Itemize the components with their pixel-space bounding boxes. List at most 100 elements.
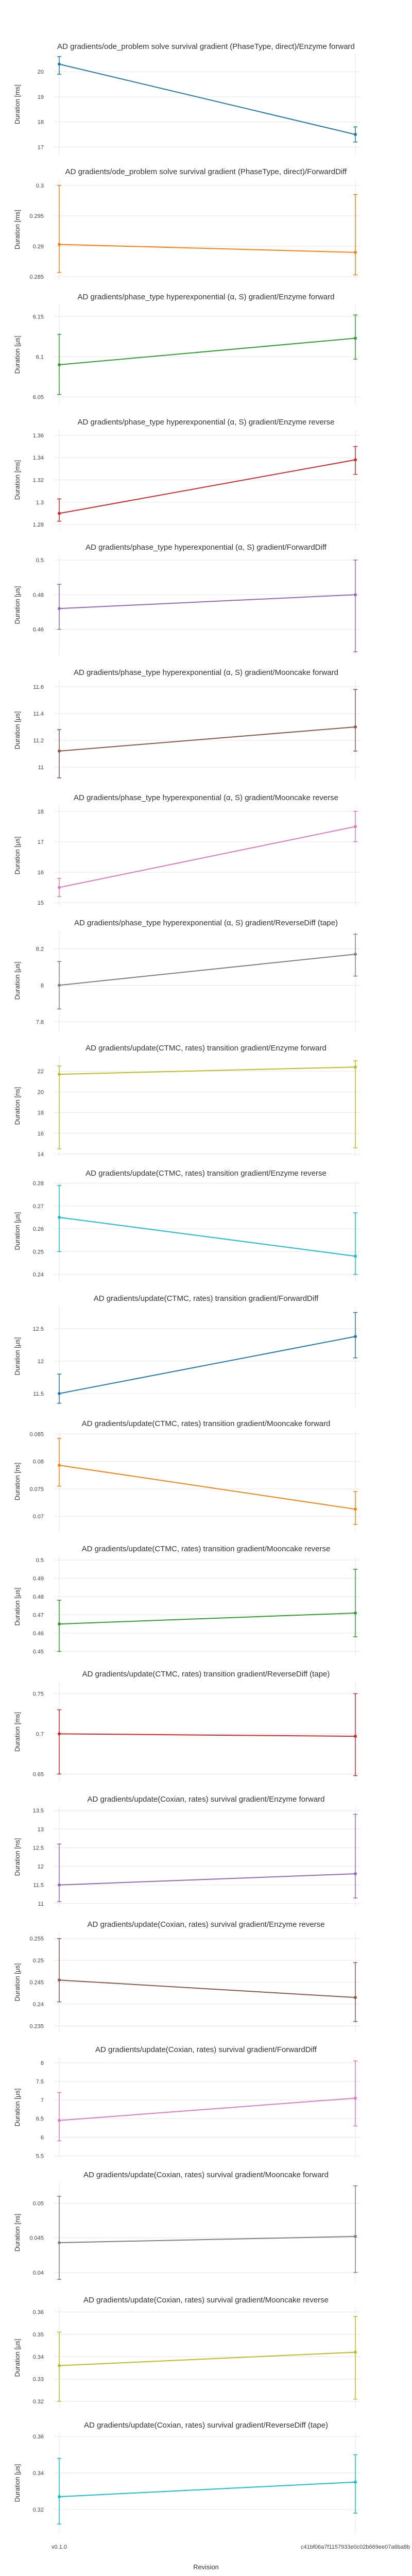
- y-tick-label: 0.48: [33, 1594, 44, 1600]
- y-tick-label: 5.5: [36, 2153, 44, 2159]
- data-point: [58, 984, 61, 987]
- data-point: [354, 953, 357, 956]
- panel-title: AD gradients/update(CTMC, rates) transit…: [85, 1169, 327, 1178]
- y-axis-title: Duration [μs]: [13, 2464, 21, 2502]
- series-line: [59, 1066, 356, 1075]
- y-tick-label: 0.29: [33, 244, 44, 250]
- y-tick-label: 0.34: [33, 2470, 44, 2477]
- data-point: [354, 133, 357, 136]
- panel-title: AD gradients/update(Coxian, rates) survi…: [95, 2045, 317, 2054]
- y-axis-title: Duration [μs]: [13, 1963, 21, 2002]
- data-point: [58, 512, 61, 515]
- panel-11: AD gradients/update(CTMC, rates) transit…: [13, 1294, 360, 1406]
- data-point: [58, 1622, 61, 1626]
- panel-title: AD gradients/ode_problem solve survival …: [57, 42, 355, 51]
- series-line: [59, 2481, 356, 2498]
- data-point: [354, 2480, 357, 2484]
- data-point: [354, 250, 357, 254]
- y-axis-title: Duration [μs]: [13, 586, 21, 624]
- y-tick-label: 0.65: [33, 1771, 44, 1777]
- panel-title: AD gradients/update(CTMC, rates) transit…: [85, 1044, 327, 1053]
- y-tick-label: 7: [41, 2097, 44, 2104]
- y-tick-label: 1.3: [36, 500, 44, 506]
- y-tick-label: 0.04: [33, 2270, 44, 2276]
- y-tick-label: 0.27: [33, 1204, 44, 1210]
- y-axis-title: Duration [μs]: [13, 336, 21, 374]
- series-line: [59, 826, 356, 888]
- y-tick-label: 1.32: [33, 478, 44, 484]
- panel-title: AD gradients/phase_type hyperexponential…: [74, 793, 338, 802]
- data-point: [58, 2495, 61, 2499]
- y-tick-label: 16: [38, 1131, 44, 1137]
- panel-title: AD gradients/update(Coxian, rates) survi…: [83, 2296, 329, 2304]
- y-axis-title: Duration [ns]: [13, 1838, 21, 1876]
- data-point: [58, 243, 61, 246]
- y-tick-label: 7.5: [36, 2079, 44, 2085]
- panel-12: AD gradients/update(CTMC, rates) transit…: [13, 1419, 360, 1532]
- y-axis-title: Duration [μs]: [13, 1212, 21, 1250]
- data-point: [354, 2096, 357, 2100]
- series-line: [59, 1216, 356, 1257]
- data-point: [354, 725, 357, 728]
- data-point: [58, 1073, 61, 1076]
- y-tick-label: 0.48: [33, 592, 44, 598]
- y-tick-label: 18: [38, 120, 44, 126]
- panel-title: AD gradients/update(CTMC, rates) transit…: [82, 1670, 330, 1679]
- y-axis-title: Duration [ms]: [13, 210, 21, 249]
- panel-13: AD gradients/update(CTMC, rates) transit…: [13, 1545, 360, 1657]
- data-point: [58, 607, 61, 611]
- y-tick-label: 0.47: [33, 1612, 44, 1618]
- y-tick-label: 0.7: [36, 1731, 44, 1737]
- y-tick-label: 0.24: [33, 2002, 44, 2008]
- x-tick-label: v0.1.0: [52, 2544, 67, 2550]
- panel-title: AD gradients/phase_type hyperexponential…: [78, 293, 335, 301]
- y-tick-label: 0.35: [33, 2332, 44, 2338]
- y-tick-label: 0.46: [33, 627, 44, 633]
- y-tick-label: 0.26: [33, 1226, 44, 1232]
- y-tick-label: 0.295: [29, 213, 44, 219]
- series-line: [59, 2235, 356, 2243]
- panel-8: AD gradients/phase_type hyperexponential…: [13, 919, 360, 1031]
- y-tick-label: 11: [38, 1901, 44, 1907]
- y-tick-label: 11.5: [33, 1391, 44, 1397]
- y-tick-label: 6.15: [33, 314, 44, 320]
- data-point: [58, 363, 61, 366]
- y-tick-label: 8: [41, 982, 44, 989]
- y-axis-title: Duration [ns]: [13, 1087, 21, 1125]
- series-line: [59, 2351, 356, 2366]
- y-tick-label: 0.46: [33, 1631, 44, 1637]
- y-tick-label: 0.32: [33, 2399, 44, 2405]
- y-axis-title: Duration [μs]: [13, 837, 21, 875]
- series-line: [59, 1336, 356, 1394]
- y-tick-label: 0.07: [33, 1514, 44, 1520]
- panel-title: AD gradients/phase_type hyperexponential…: [78, 418, 335, 427]
- y-tick-label: 0.32: [33, 2507, 44, 2513]
- y-tick-label: 12: [38, 1359, 44, 1365]
- y-tick-label: 0.075: [29, 1486, 44, 1493]
- series-line: [59, 337, 356, 365]
- data-point: [58, 1464, 61, 1467]
- y-tick-label: 8: [41, 2060, 44, 2066]
- panel-title: AD gradients/update(CTMC, rates) transit…: [82, 1419, 331, 1428]
- panel-title: AD gradients/update(CTMC, rates) transit…: [82, 1545, 331, 1553]
- data-point: [58, 1978, 61, 1982]
- y-tick-label: 0.34: [33, 2354, 44, 2360]
- panel-title: AD gradients/phase_type hyperexponential…: [74, 668, 338, 677]
- y-tick-label: 0.25: [33, 1249, 44, 1255]
- panel-title: AD gradients/update(CTMC, rates) transit…: [94, 1294, 319, 1303]
- y-tick-label: 0.245: [29, 1980, 44, 1986]
- y-tick-label: 0.75: [33, 1691, 44, 1697]
- y-tick-label: 12.5: [33, 1845, 44, 1851]
- y-tick-label: 12: [38, 1864, 44, 1870]
- y-tick-label: 6: [41, 2134, 44, 2141]
- series-line: [59, 1733, 356, 1737]
- y-tick-label: 0.045: [29, 2235, 44, 2242]
- y-tick-label: 0.085: [29, 1431, 44, 1437]
- panel-9: AD gradients/update(CTMC, rates) transit…: [13, 1044, 360, 1158]
- series-line: [59, 594, 356, 609]
- series-line: [59, 954, 356, 986]
- y-tick-label: 0.49: [33, 1576, 44, 1582]
- data-point: [354, 2234, 357, 2238]
- panel-2: AD gradients/ode_problem solve survival …: [13, 167, 360, 280]
- y-tick-label: 14: [38, 1151, 44, 1158]
